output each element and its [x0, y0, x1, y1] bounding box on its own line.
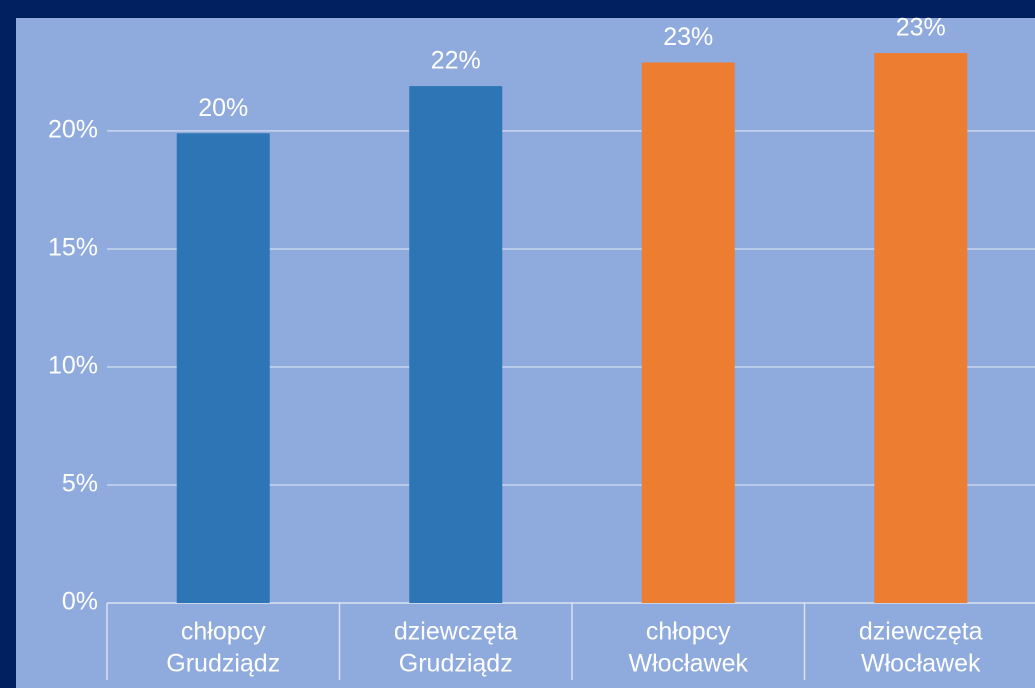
x-tick-label: dziewczęta: [859, 618, 983, 646]
y-tick-label: 0%: [62, 588, 98, 616]
y-tick-label: 10%: [48, 352, 98, 380]
x-tick-label: Grudziądz: [399, 650, 513, 678]
data-label: 20%: [198, 94, 248, 122]
bar: [641, 62, 735, 603]
bar: [176, 133, 270, 604]
data-label: 23%: [896, 14, 946, 42]
y-tick-label: 20%: [48, 116, 98, 144]
bar: [409, 86, 503, 604]
x-tick-label: Grudziądz: [166, 650, 280, 678]
x-tick-label: chłopcy: [646, 618, 731, 646]
y-tick-label: 5%: [62, 470, 98, 498]
data-label: 22%: [431, 47, 481, 75]
x-tick-label: chłopcy: [181, 618, 266, 646]
x-tick-label: dziewczęta: [394, 618, 518, 646]
data-label: 23%: [663, 23, 713, 51]
x-tick-label: Włocławek: [861, 650, 981, 678]
y-tick-label: 15%: [48, 234, 98, 262]
bar: [874, 53, 968, 603]
x-tick-label: Włocławek: [629, 650, 749, 678]
